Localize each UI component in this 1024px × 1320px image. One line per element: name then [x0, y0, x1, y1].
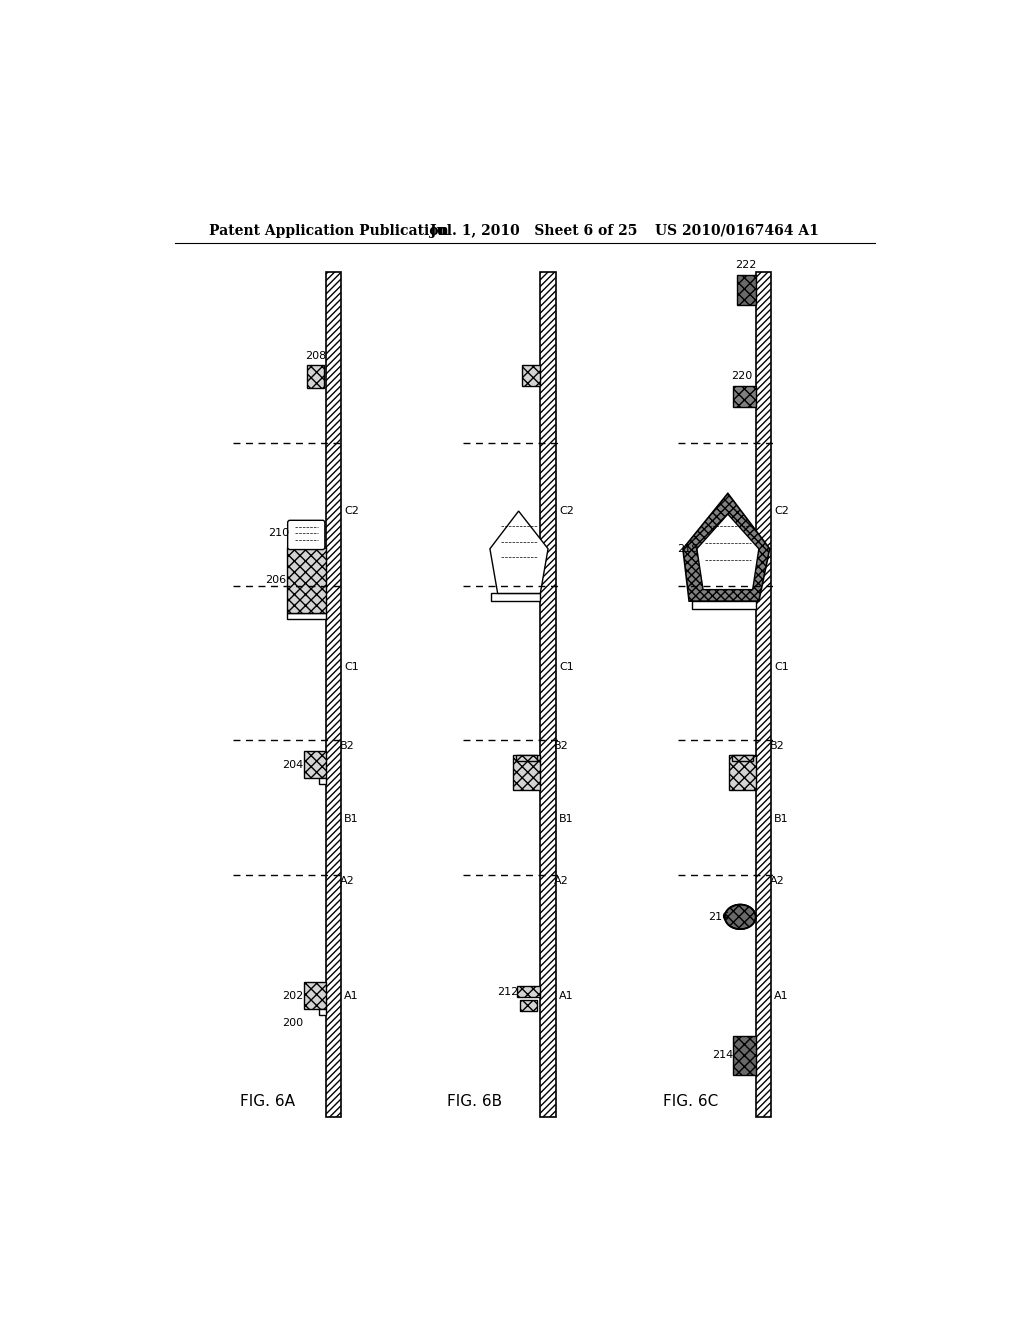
Bar [287, 612, 326, 619]
Text: A2: A2 [340, 875, 354, 886]
Bar [732, 1036, 756, 1074]
Bar [737, 276, 756, 305]
Text: 208: 208 [305, 351, 327, 360]
Bar [521, 364, 541, 387]
Text: B2: B2 [770, 741, 784, 751]
Text: Patent Application Publication: Patent Application Publication [209, 224, 449, 238]
Bar [732, 385, 756, 407]
Text: B2: B2 [340, 741, 354, 751]
Text: A1: A1 [344, 991, 358, 1001]
Text: FIG. 6B: FIG. 6B [447, 1094, 503, 1109]
Text: 218: 218 [677, 544, 698, 554]
Text: B1: B1 [774, 813, 788, 824]
Text: 222: 222 [735, 260, 757, 271]
Text: 216: 216 [708, 912, 729, 921]
Bar [517, 986, 541, 997]
Text: B1: B1 [559, 813, 573, 824]
Text: A1: A1 [774, 991, 788, 1001]
Bar [756, 272, 771, 1117]
Text: A2: A2 [554, 875, 569, 886]
Text: 214: 214 [713, 1051, 733, 1060]
Text: 200: 200 [283, 1018, 303, 1028]
Text: Jul. 1, 2010   Sheet 6 of 25: Jul. 1, 2010 Sheet 6 of 25 [430, 224, 638, 238]
Text: 220: 220 [731, 371, 753, 380]
Text: 204: 204 [283, 760, 303, 770]
Text: C2: C2 [774, 506, 790, 516]
Bar [732, 755, 753, 762]
Bar [692, 601, 756, 609]
Polygon shape [683, 494, 770, 601]
Bar [729, 755, 756, 789]
Bar [492, 594, 541, 601]
Text: A2: A2 [770, 875, 784, 886]
Bar [319, 779, 326, 784]
Bar [513, 755, 541, 789]
Bar [304, 751, 326, 779]
Text: 212: 212 [497, 986, 518, 997]
Text: 202: 202 [283, 991, 303, 1001]
Text: 210: 210 [268, 528, 290, 539]
Text: C2: C2 [559, 506, 573, 516]
Text: C2: C2 [344, 506, 359, 516]
Text: 206: 206 [265, 576, 287, 585]
Text: FIG. 6C: FIG. 6C [663, 1094, 718, 1109]
Text: B2: B2 [554, 741, 569, 751]
FancyBboxPatch shape [288, 520, 325, 549]
Polygon shape [697, 515, 759, 590]
Bar [319, 1010, 326, 1015]
Bar [541, 272, 556, 1117]
Bar [520, 1001, 538, 1011]
Bar [516, 755, 538, 762]
Bar [304, 982, 326, 1010]
Text: A1: A1 [559, 991, 573, 1001]
Bar [307, 364, 324, 388]
Polygon shape [489, 511, 548, 594]
Text: US 2010/0167464 A1: US 2010/0167464 A1 [655, 224, 819, 238]
Ellipse shape [725, 904, 756, 929]
Text: FIG. 6A: FIG. 6A [241, 1094, 295, 1109]
Text: C1: C1 [559, 661, 573, 672]
Bar [326, 272, 341, 1117]
Text: B1: B1 [344, 813, 358, 824]
Bar [287, 548, 326, 612]
Text: C1: C1 [774, 661, 790, 672]
Text: C1: C1 [344, 661, 359, 672]
